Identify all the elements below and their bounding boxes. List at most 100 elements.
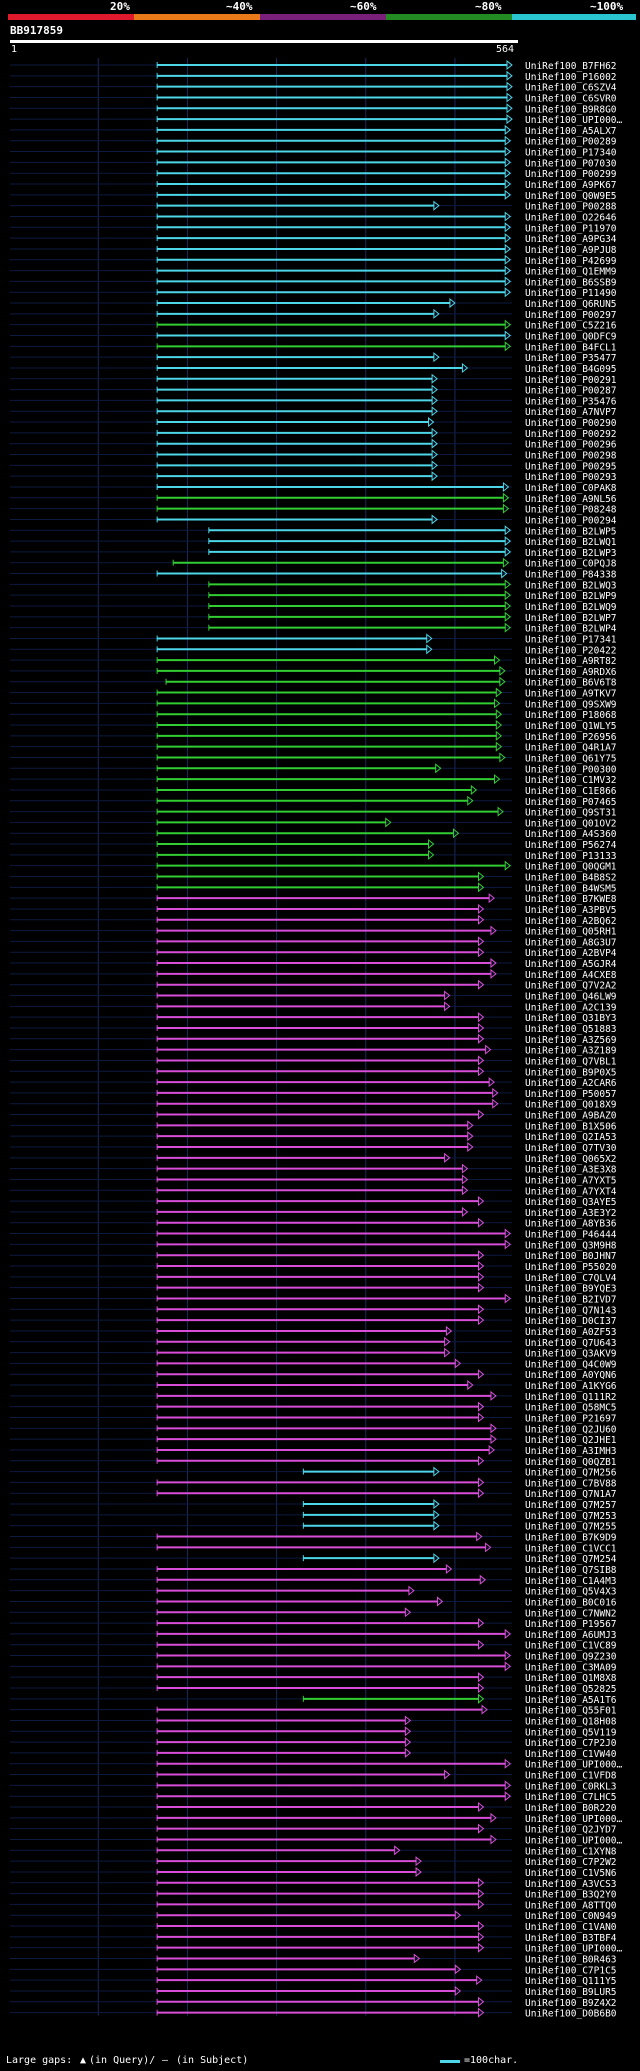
- hit-label[interactable]: UniRef100_P18068: [525, 710, 617, 721]
- hit-label[interactable]: UniRef100_Q1EMM9: [525, 267, 617, 278]
- hit-label[interactable]: UniRef100_Q0QZB1: [525, 1457, 617, 1468]
- hit-label[interactable]: UniRef100_A9PK67: [525, 180, 617, 191]
- hit-label[interactable]: UniRef100_Q7N143: [525, 1305, 617, 1316]
- hit-label[interactable]: UniRef100_B9R8G0: [525, 104, 617, 115]
- hit-row[interactable]: UniRef100_Q46LW9: [10, 990, 617, 1003]
- hit-label[interactable]: UniRef100_Q6RUN5: [525, 299, 617, 310]
- hit-row[interactable]: UniRef100_B0JHN7: [10, 1250, 617, 1262]
- hit-label[interactable]: UniRef100_A5GJR4: [525, 959, 617, 970]
- hit-label[interactable]: UniRef100_Q7M253: [525, 1511, 617, 1522]
- hit-row[interactable]: UniRef100_B4WSM5: [10, 882, 617, 894]
- hit-row[interactable]: UniRef100_A8YB36: [10, 1217, 617, 1230]
- hit-row[interactable]: UniRef100_Q7M255: [10, 1520, 617, 1533]
- hit-label[interactable]: UniRef100_P00295: [525, 461, 617, 472]
- hit-row[interactable]: UniRef100_B2LWQ3: [10, 579, 617, 591]
- hit-row[interactable]: UniRef100_A9PG34: [10, 233, 617, 245]
- hit-label[interactable]: UniRef100_P00288: [525, 202, 617, 213]
- hit-row[interactable]: UniRef100_B2LWP3: [10, 546, 617, 559]
- hit-label[interactable]: UniRef100_A0YQN6: [525, 1370, 617, 1381]
- hit-label[interactable]: UniRef100_Q2JU60: [525, 1424, 617, 1435]
- hit-row[interactable]: UniRef100_Q55F01: [10, 1704, 617, 1717]
- hit-label[interactable]: UniRef100_Q2JYD7: [525, 1825, 617, 1836]
- hit-label[interactable]: UniRef100_B2LWQ3: [525, 580, 617, 591]
- hit-label[interactable]: UniRef100_A9RT82: [525, 656, 617, 667]
- hit-row[interactable]: UniRef100_A9PJU8: [10, 243, 617, 256]
- hit-row[interactable]: UniRef100_P00298: [10, 449, 617, 462]
- hit-row[interactable]: UniRef100_A7NVP7: [10, 406, 617, 418]
- hit-row[interactable]: UniRef100_A7YXT4: [10, 1185, 617, 1197]
- hit-row[interactable]: UniRef100_P00289: [10, 135, 617, 148]
- hit-row[interactable]: UniRef100_P16002: [10, 70, 617, 83]
- hit-label[interactable]: UniRef100_Q7U643: [525, 1338, 617, 1349]
- hit-label[interactable]: UniRef100_A3IMH3: [525, 1446, 617, 1457]
- hit-row[interactable]: UniRef100_UPI000…: [10, 1812, 623, 1825]
- hit-label[interactable]: UniRef100_P17341: [525, 634, 617, 645]
- hit-label[interactable]: UniRef100_Q46LW9: [525, 992, 617, 1003]
- hit-label[interactable]: UniRef100_A6UMJ3: [525, 1630, 617, 1641]
- hit-row[interactable]: UniRef100_C5Z216: [10, 319, 617, 332]
- hit-label[interactable]: UniRef100_Q05RH1: [525, 927, 617, 938]
- hit-row[interactable]: UniRef100_P35477: [10, 352, 617, 364]
- hit-row[interactable]: UniRef100_A5A1T6: [10, 1693, 617, 1706]
- hit-row[interactable]: UniRef100_P07465: [10, 795, 617, 808]
- hit-row[interactable]: UniRef100_P00295: [10, 460, 617, 472]
- hit-row[interactable]: UniRef100_B9LUR5: [10, 1985, 617, 1998]
- hit-label[interactable]: UniRef100_P00294: [525, 515, 617, 526]
- hit-row[interactable]: UniRef100_A2CAR6: [10, 1077, 617, 1089]
- hit-label[interactable]: UniRef100_B7K9D9: [525, 1533, 617, 1544]
- hit-label[interactable]: UniRef100_Q31BY3: [525, 1013, 617, 1024]
- hit-label[interactable]: UniRef100_Q4R1A7: [525, 743, 617, 754]
- hit-row[interactable]: UniRef100_A3E3Y2: [10, 1206, 617, 1219]
- hit-row[interactable]: UniRef100_Q2IA53: [10, 1131, 617, 1143]
- hit-label[interactable]: UniRef100_A7NVP7: [525, 407, 617, 418]
- hit-row[interactable]: UniRef100_Q1M8X8: [10, 1672, 617, 1684]
- hit-row[interactable]: UniRef100_B2LWQ9: [10, 600, 617, 613]
- hit-label[interactable]: UniRef100_D0CI37: [525, 1316, 617, 1327]
- hit-row[interactable]: UniRef100_Q2JYD7: [10, 1823, 617, 1836]
- hit-row[interactable]: UniRef100_B9R8G0: [10, 103, 617, 115]
- hit-row[interactable]: UniRef100_B3TBF4: [10, 1931, 617, 1944]
- hit-label[interactable]: UniRef100_P17340: [525, 148, 617, 159]
- hit-label[interactable]: UniRef100_P08248: [525, 505, 617, 516]
- hit-row[interactable]: UniRef100_C1V5N6: [10, 1866, 617, 1879]
- hit-label[interactable]: UniRef100_C7P2J0: [525, 1738, 617, 1749]
- hit-label[interactable]: UniRef100_Q5V4X3: [525, 1587, 617, 1598]
- hit-label[interactable]: UniRef100_Q4C0W9: [525, 1359, 617, 1370]
- hit-label[interactable]: UniRef100_A3VCS3: [525, 1879, 617, 1890]
- hit-row[interactable]: UniRef100_Q0QGM1: [10, 860, 617, 873]
- hit-row[interactable]: UniRef100_D0B6B0: [10, 2007, 617, 2020]
- hit-label[interactable]: UniRef100_C1E866: [525, 786, 617, 797]
- hit-row[interactable]: UniRef100_A0ZF53: [10, 1325, 617, 1338]
- hit-label[interactable]: UniRef100_A4S360: [525, 829, 617, 840]
- hit-label[interactable]: UniRef100_B3TBF4: [525, 1933, 617, 1944]
- hit-label[interactable]: UniRef100_Q9ST31: [525, 808, 617, 819]
- hit-label[interactable]: UniRef100_C7P1C5: [525, 1965, 617, 1976]
- hit-row[interactable]: UniRef100_Q7N1A7: [10, 1488, 617, 1500]
- hit-label[interactable]: UniRef100_C7NWN2: [525, 1608, 617, 1619]
- hit-row[interactable]: UniRef100_A5GJR4: [10, 958, 617, 970]
- hit-row[interactable]: UniRef100_C6SZV4: [10, 81, 617, 94]
- hit-row[interactable]: UniRef100_P00291: [10, 373, 617, 386]
- hit-label[interactable]: UniRef100_P00293: [525, 472, 617, 483]
- hit-label[interactable]: UniRef100_P56274: [525, 840, 617, 851]
- hit-label[interactable]: UniRef100_Q3AYE5: [525, 1197, 617, 1208]
- hit-label[interactable]: UniRef100_Q7SIB8: [525, 1565, 617, 1576]
- hit-label[interactable]: UniRef100_P00292: [525, 429, 617, 440]
- hit-row[interactable]: UniRef100_UPI000…: [10, 1758, 623, 1771]
- hit-row[interactable]: UniRef100_P42699: [10, 254, 617, 267]
- hit-label[interactable]: UniRef100_B6V6T8: [525, 678, 617, 689]
- hit-label[interactable]: UniRef100_D0B6B0: [525, 2009, 617, 2020]
- hit-row[interactable]: UniRef100_C1VC89: [10, 1639, 617, 1652]
- hit-row[interactable]: UniRef100_C0RKL3: [10, 1780, 617, 1792]
- hit-label[interactable]: UniRef100_P35477: [525, 353, 617, 364]
- hit-label[interactable]: UniRef100_C7QLV4: [525, 1273, 617, 1284]
- hit-label[interactable]: UniRef100_C1VC89: [525, 1641, 617, 1652]
- hit-label[interactable]: UniRef100_Q51883: [525, 1024, 617, 1035]
- hit-label[interactable]: UniRef100_A9TKV7: [525, 689, 617, 700]
- hit-row[interactable]: UniRef100_P00290: [10, 417, 617, 429]
- hit-row[interactable]: UniRef100_B4FCL1: [10, 341, 617, 353]
- hit-label[interactable]: UniRef100_P42699: [525, 256, 617, 267]
- hit-row[interactable]: UniRef100_A6UMJ3: [10, 1628, 617, 1641]
- hit-row[interactable]: UniRef100_B4B8S2: [10, 871, 617, 884]
- hit-label[interactable]: UniRef100_B3Q2Y0: [525, 1890, 617, 1901]
